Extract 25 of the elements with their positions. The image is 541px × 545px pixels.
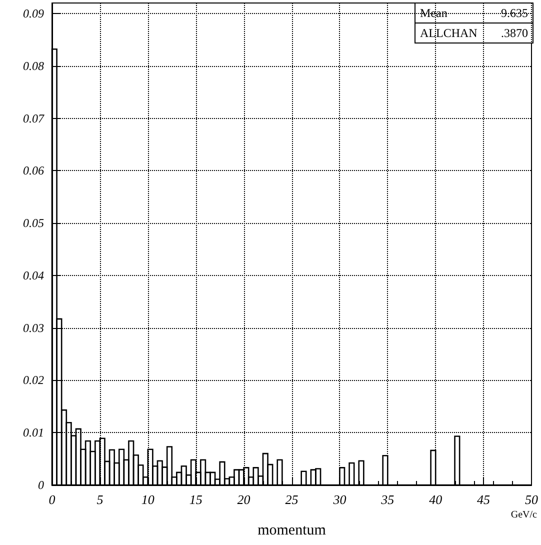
y-tick-label: 0.09 xyxy=(23,6,44,20)
y-tick-label: 0.01 xyxy=(23,426,44,440)
x-tick-label: 50 xyxy=(525,492,538,507)
x-tick-label: 30 xyxy=(332,492,347,507)
text: GeV/c xyxy=(510,510,538,520)
x-tick-label: 10 xyxy=(141,492,155,507)
x-tick-label: 35 xyxy=(380,492,395,507)
annotation: ALLCHAN xyxy=(420,26,478,40)
y-tick-label: 0.02 xyxy=(23,373,44,388)
x-tick-label: 25 xyxy=(285,492,299,507)
x-tick-label: 45 xyxy=(477,492,491,507)
y-tick-label: 0.08 xyxy=(23,58,44,73)
y-tick-label: 0.06 xyxy=(23,164,44,178)
x-axis-title: momentum xyxy=(258,522,326,538)
x-tick-label: 40 xyxy=(429,492,443,507)
y-tick-label: 0 xyxy=(38,478,44,492)
y-tick-label: 0.03 xyxy=(23,320,44,335)
x-tick-label: 15 xyxy=(189,492,203,507)
x-tick-label: 0 xyxy=(48,492,56,507)
x-tick-label: 5 xyxy=(96,492,104,507)
y-tick-label: 0.07 xyxy=(23,111,45,126)
y-tick-label: 0.04 xyxy=(23,268,44,282)
y-tick-label: 0.05 xyxy=(23,216,44,230)
annotation: .3870 xyxy=(501,26,528,40)
x-tick-label: 20 xyxy=(237,492,251,507)
